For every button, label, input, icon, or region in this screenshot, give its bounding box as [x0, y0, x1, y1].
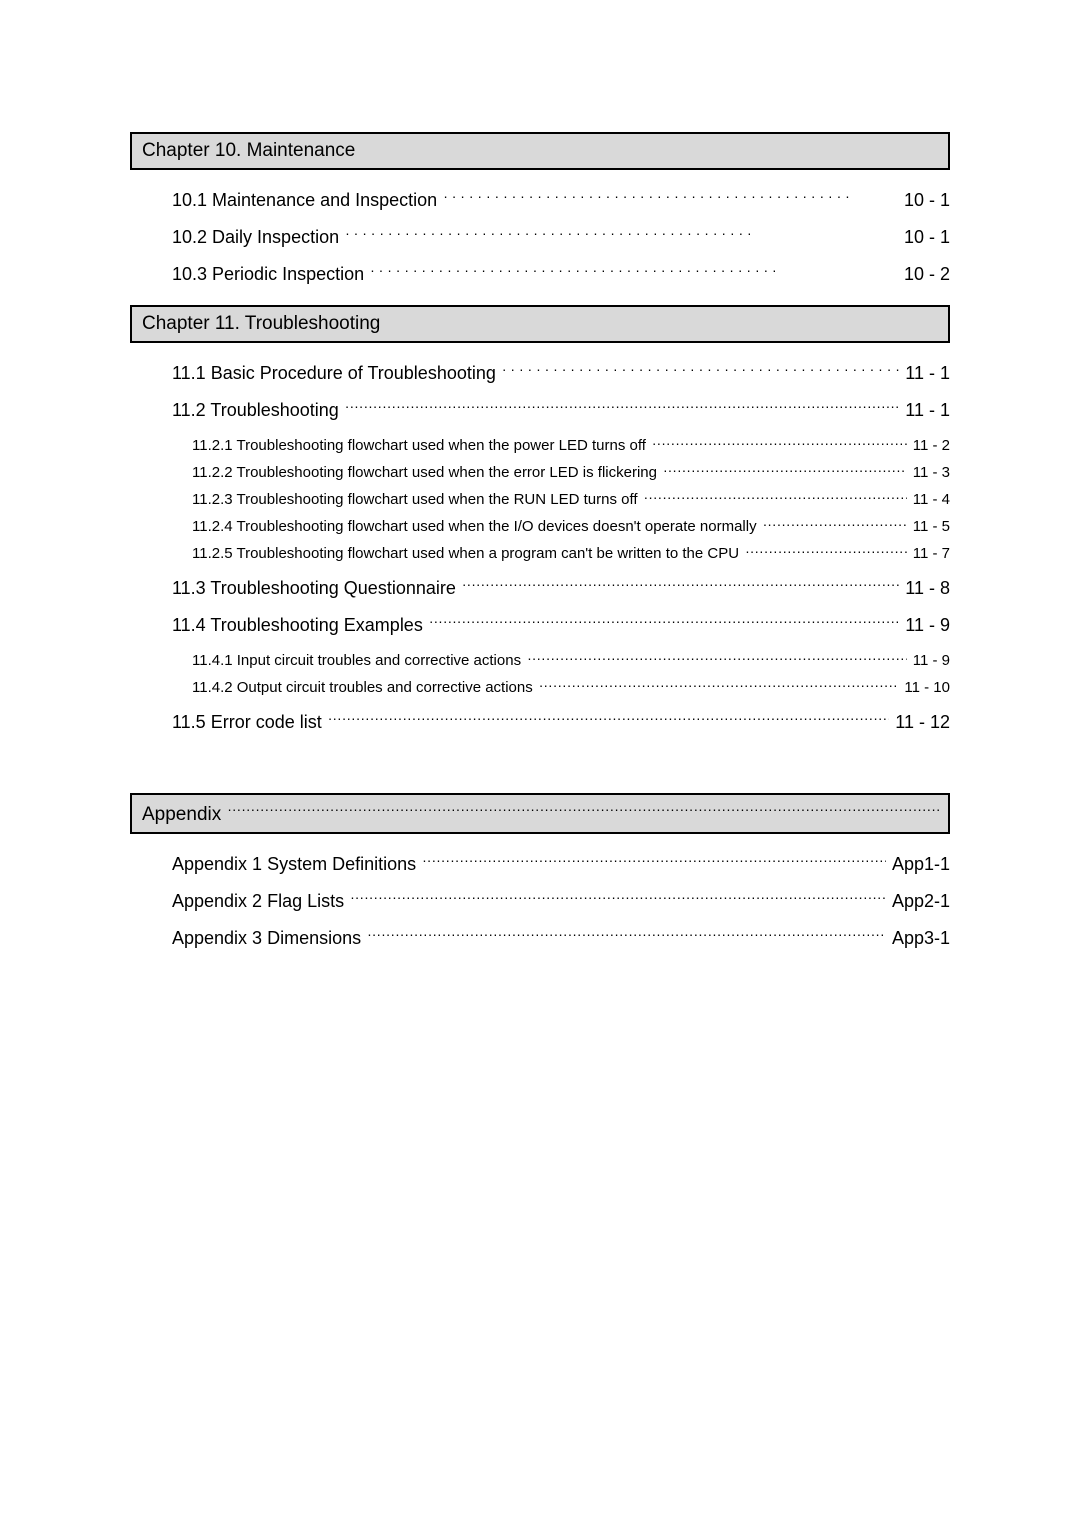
toc-label: 11.4.2 Output circuit troubles and corre…	[192, 679, 533, 696]
toc-label: 11.1 Basic Procedure of Troubleshooting	[172, 363, 496, 384]
dot-leader	[345, 398, 900, 416]
toc-label: 11.2 Troubleshooting	[172, 400, 339, 421]
chapter-11-entries: 11.1 Basic Procedure of Troubleshooting …	[130, 361, 950, 733]
toc-entry: Appendix 3 Dimensions App3-1	[172, 926, 950, 949]
toc-entry: 10.3 Periodic Inspection 10 - 2	[172, 262, 950, 285]
dot-leader	[227, 801, 942, 820]
toc-label: Appendix 1 System Definitions	[172, 854, 416, 875]
toc-label: Appendix 3 Dimensions	[172, 928, 361, 949]
dot-leader	[527, 650, 907, 665]
spacer	[130, 753, 950, 793]
toc-label: 10.3 Periodic Inspection	[172, 264, 364, 285]
dot-leader	[462, 576, 899, 594]
toc-page: 11 - 5	[913, 518, 950, 535]
toc-label: 11.2.5 Troubleshooting flowchart used wh…	[192, 545, 739, 562]
toc-entry: 11.2.5 Troubleshooting flowchart used wh…	[172, 543, 950, 562]
toc-page: 11 - 7	[913, 545, 950, 562]
toc-page: 10 - 1	[904, 227, 950, 248]
dot-leader	[644, 489, 907, 504]
dot-leader	[745, 543, 907, 558]
dot-leader	[663, 462, 907, 477]
dot-leader	[652, 435, 907, 450]
toc-entry: 11.1 Basic Procedure of Troubleshooting …	[172, 361, 950, 384]
toc-label: Appendix 2 Flag Lists	[172, 891, 344, 912]
dot-leader	[370, 262, 898, 280]
appendix-title-row: Appendix	[142, 801, 948, 826]
dot-leader	[539, 677, 899, 692]
toc-label: 11.4 Troubleshooting Examples	[172, 615, 423, 636]
toc-label: 11.2.1 Troubleshooting flowchart used wh…	[192, 437, 646, 454]
toc-entry: 11.2.4 Troubleshooting flowchart used wh…	[172, 516, 950, 535]
toc-page: App3-1	[892, 928, 950, 949]
toc-entry: 11.4 Troubleshooting Examples 11 - 9	[172, 613, 950, 636]
toc-page: 11 - 9	[905, 615, 950, 636]
toc-label: 11.5 Error code list	[172, 712, 322, 733]
chapter-10-entries: 10.1 Maintenance and Inspection 10 - 1 1…	[130, 188, 950, 285]
dot-leader	[367, 926, 886, 944]
appendix-title: Appendix	[142, 804, 221, 826]
toc-entry: 11.2.3 Troubleshooting flowchart used wh…	[172, 489, 950, 508]
toc-entry: Appendix 2 Flag Lists App2-1	[172, 889, 950, 912]
toc-page: App1-1	[892, 854, 950, 875]
toc-label: 10.2 Daily Inspection	[172, 227, 339, 248]
dot-leader	[443, 188, 898, 206]
dot-leader	[763, 516, 907, 531]
toc-entry: 11.5 Error code list 11 - 12	[172, 710, 950, 733]
toc-label: 11.4.1 Input circuit troubles and correc…	[192, 652, 521, 669]
toc-page: 11 - 4	[913, 491, 950, 508]
chapter-header-10: Chapter 10. Maintenance	[130, 132, 950, 170]
toc-page: 10 - 2	[904, 264, 950, 285]
toc-page: 10 - 1	[904, 190, 950, 211]
appendix-header: Appendix	[130, 793, 950, 834]
dot-leader	[328, 710, 890, 728]
toc-page: 11 - 1	[905, 400, 950, 421]
dot-leader	[429, 613, 899, 631]
chapter-title: Chapter 10. Maintenance	[142, 140, 355, 161]
toc-page: 11 - 2	[913, 437, 950, 454]
dot-leader	[345, 225, 898, 243]
appendix-entries: Appendix 1 System Definitions App1-1 App…	[130, 852, 950, 949]
toc-page: App2-1	[892, 891, 950, 912]
chapter-header-11: Chapter 11. Troubleshooting	[130, 305, 950, 343]
toc-page: 11 - 12	[895, 712, 950, 733]
toc-entry: 10.1 Maintenance and Inspection 10 - 1	[172, 188, 950, 211]
dot-leader	[422, 852, 886, 870]
chapter-title: Chapter 11. Troubleshooting	[142, 313, 380, 334]
toc-entry: 10.2 Daily Inspection 10 - 1	[172, 225, 950, 248]
toc-label: 11.2.3 Troubleshooting flowchart used wh…	[192, 491, 638, 508]
toc-page: 11 - 10	[904, 679, 950, 696]
toc-entry: 11.4.1 Input circuit troubles and correc…	[172, 650, 950, 669]
toc-entry: 11.2.2 Troubleshooting flowchart used wh…	[172, 462, 950, 481]
toc-page: 11 - 1	[905, 363, 950, 384]
dot-leader	[502, 361, 899, 379]
toc-entry: 11.3 Troubleshooting Questionnaire 11 - …	[172, 576, 950, 599]
toc-label: 11.3 Troubleshooting Questionnaire	[172, 578, 456, 599]
page: Chapter 10. Maintenance 10.1 Maintenance…	[0, 0, 1080, 1528]
toc-page: 11 - 3	[913, 464, 950, 481]
toc-entry: 11.2.1 Troubleshooting flowchart used wh…	[172, 435, 950, 454]
toc-page: 11 - 8	[905, 578, 950, 599]
toc-entry: 11.2 Troubleshooting 11 - 1	[172, 398, 950, 421]
toc-entry: 11.4.2 Output circuit troubles and corre…	[172, 677, 950, 696]
toc-page: 11 - 9	[913, 652, 950, 669]
toc-entry: Appendix 1 System Definitions App1-1	[172, 852, 950, 875]
toc-label: 10.1 Maintenance and Inspection	[172, 190, 437, 211]
toc-label: 11.2.4 Troubleshooting flowchart used wh…	[192, 518, 757, 535]
dot-leader	[350, 889, 886, 907]
toc-label: 11.2.2 Troubleshooting flowchart used wh…	[192, 464, 657, 481]
